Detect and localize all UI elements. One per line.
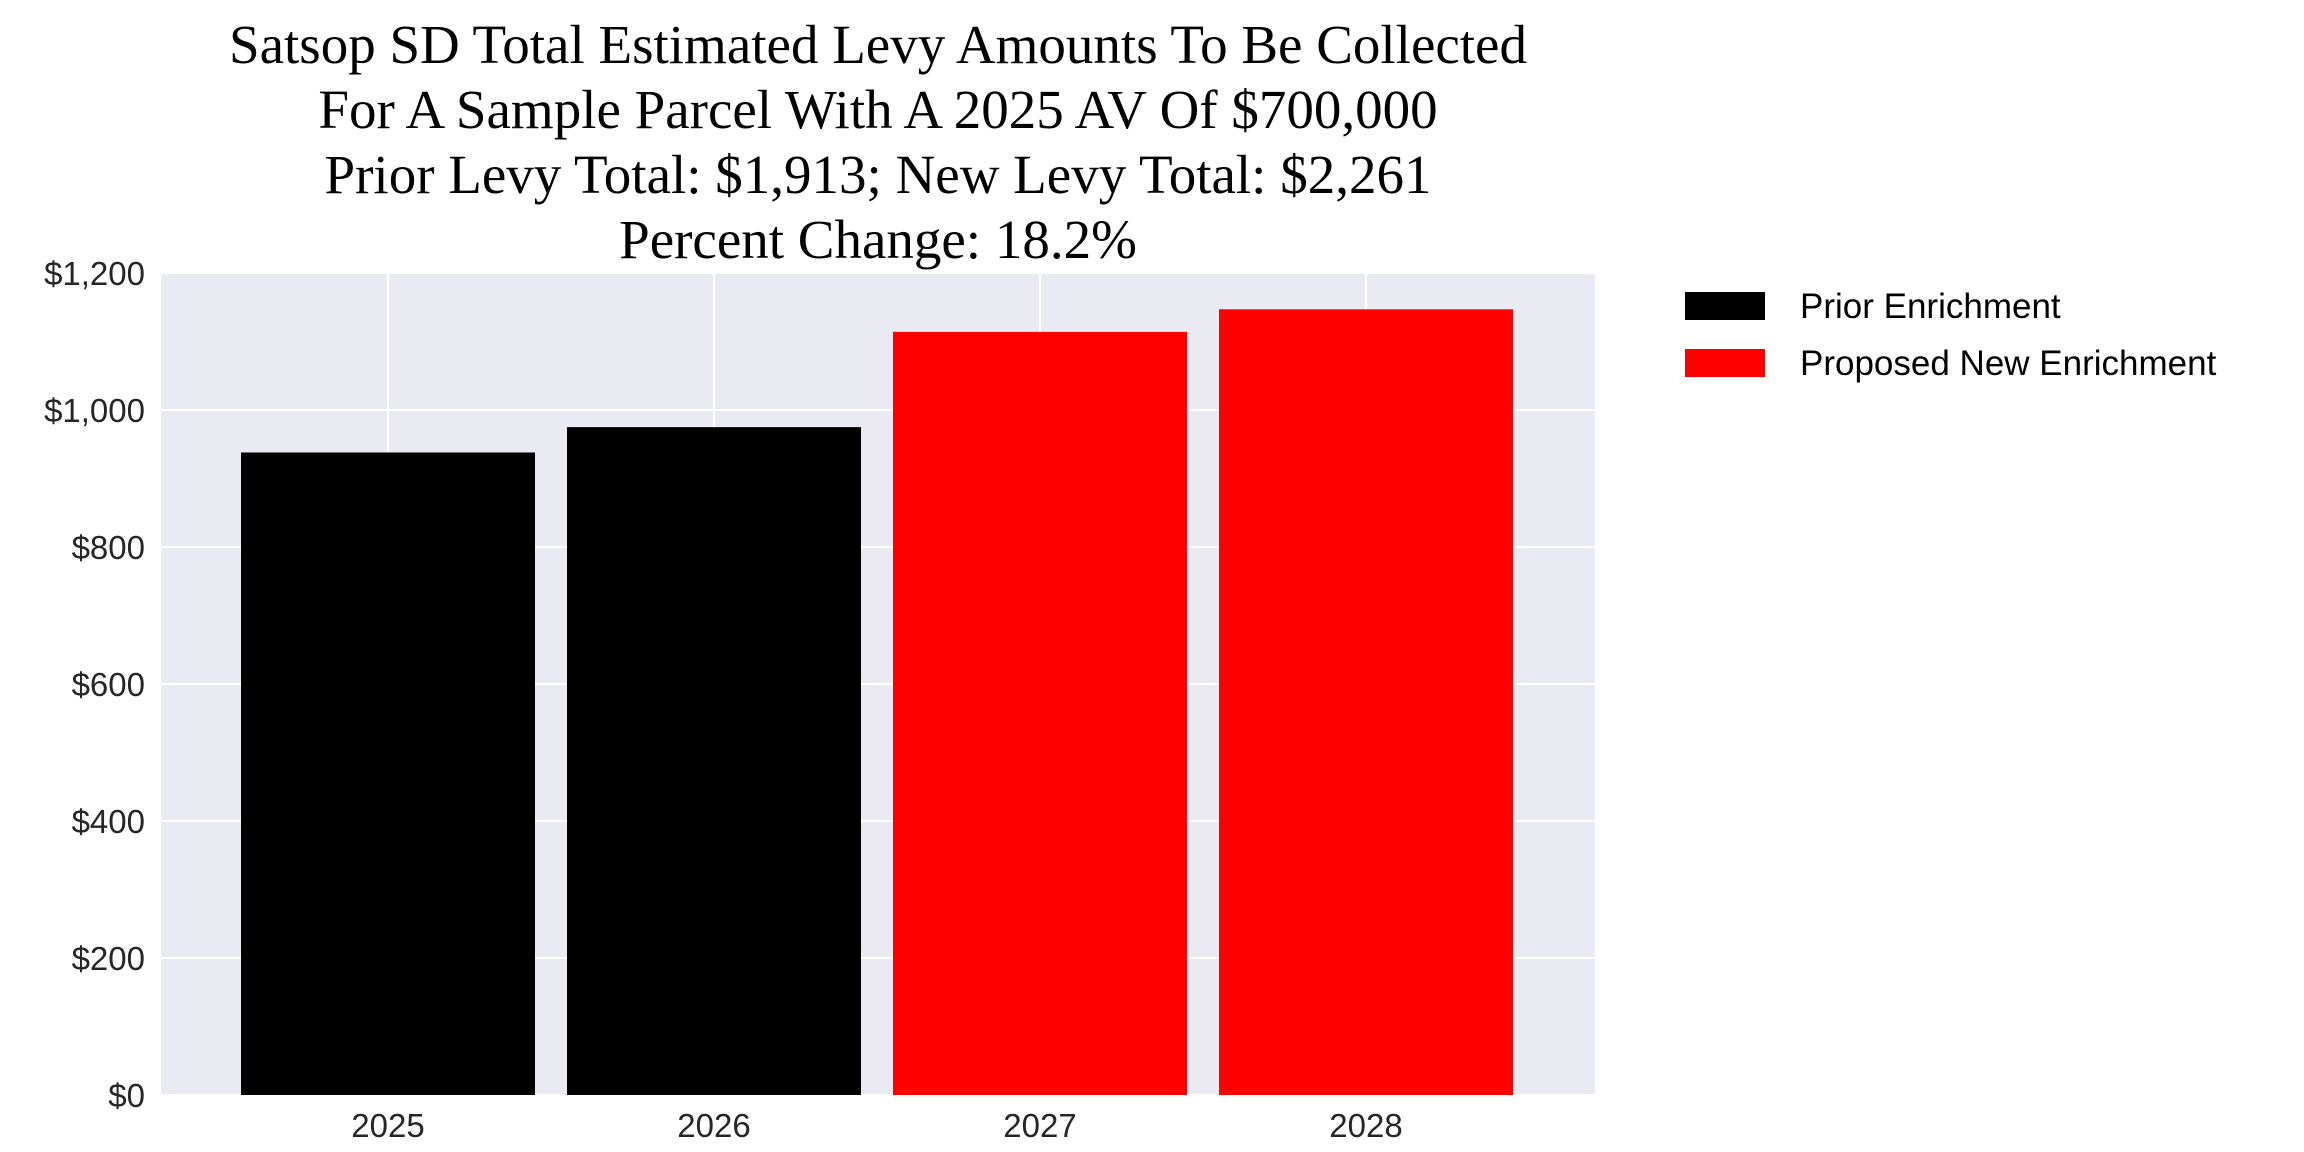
- title-line: Prior Levy Total: $1,913; New Levy Total…: [325, 144, 1432, 205]
- x-tick-label: 2028: [1329, 1107, 1402, 1144]
- legend-swatch: [1685, 292, 1765, 320]
- bar-2026: [567, 427, 861, 1095]
- legend: Prior Enrichment Proposed New Enrichment: [1685, 287, 2217, 383]
- chart-title: Satsop SD Total Estimated Levy Amounts T…: [229, 14, 1527, 270]
- legend-swatch: [1685, 349, 1765, 377]
- title-line: Satsop SD Total Estimated Levy Amounts T…: [229, 14, 1527, 75]
- legend-label: Prior Enrichment: [1800, 287, 2061, 326]
- x-tick-label: 2025: [351, 1107, 424, 1144]
- title-line: For A Sample Parcel With A 2025 AV Of $7…: [318, 79, 1437, 140]
- bar-2027: [893, 331, 1187, 1095]
- title-line: Percent Change: 18.2%: [619, 209, 1137, 270]
- x-tick-label: 2026: [677, 1107, 750, 1144]
- y-tick-label: $600: [72, 666, 145, 703]
- bar-2025: [241, 452, 535, 1096]
- legend-label: Proposed New Enrichment: [1800, 344, 2217, 383]
- x-axis-ticks: 2025 2026 2027 2028: [351, 1107, 1402, 1144]
- y-tick-label: $1,200: [44, 255, 145, 292]
- y-tick-label: $400: [72, 803, 145, 840]
- x-tick-label: 2027: [1003, 1107, 1076, 1144]
- bars: [241, 309, 1513, 1096]
- y-axis-ticks: $0 $200 $400 $600 $800 $1,000 $1,200: [44, 255, 145, 1114]
- y-tick-label: $0: [108, 1077, 145, 1114]
- bar-2028: [1219, 309, 1513, 1095]
- y-tick-label: $800: [72, 529, 145, 566]
- y-tick-label: $200: [72, 940, 145, 977]
- y-tick-label: $1,000: [44, 392, 145, 429]
